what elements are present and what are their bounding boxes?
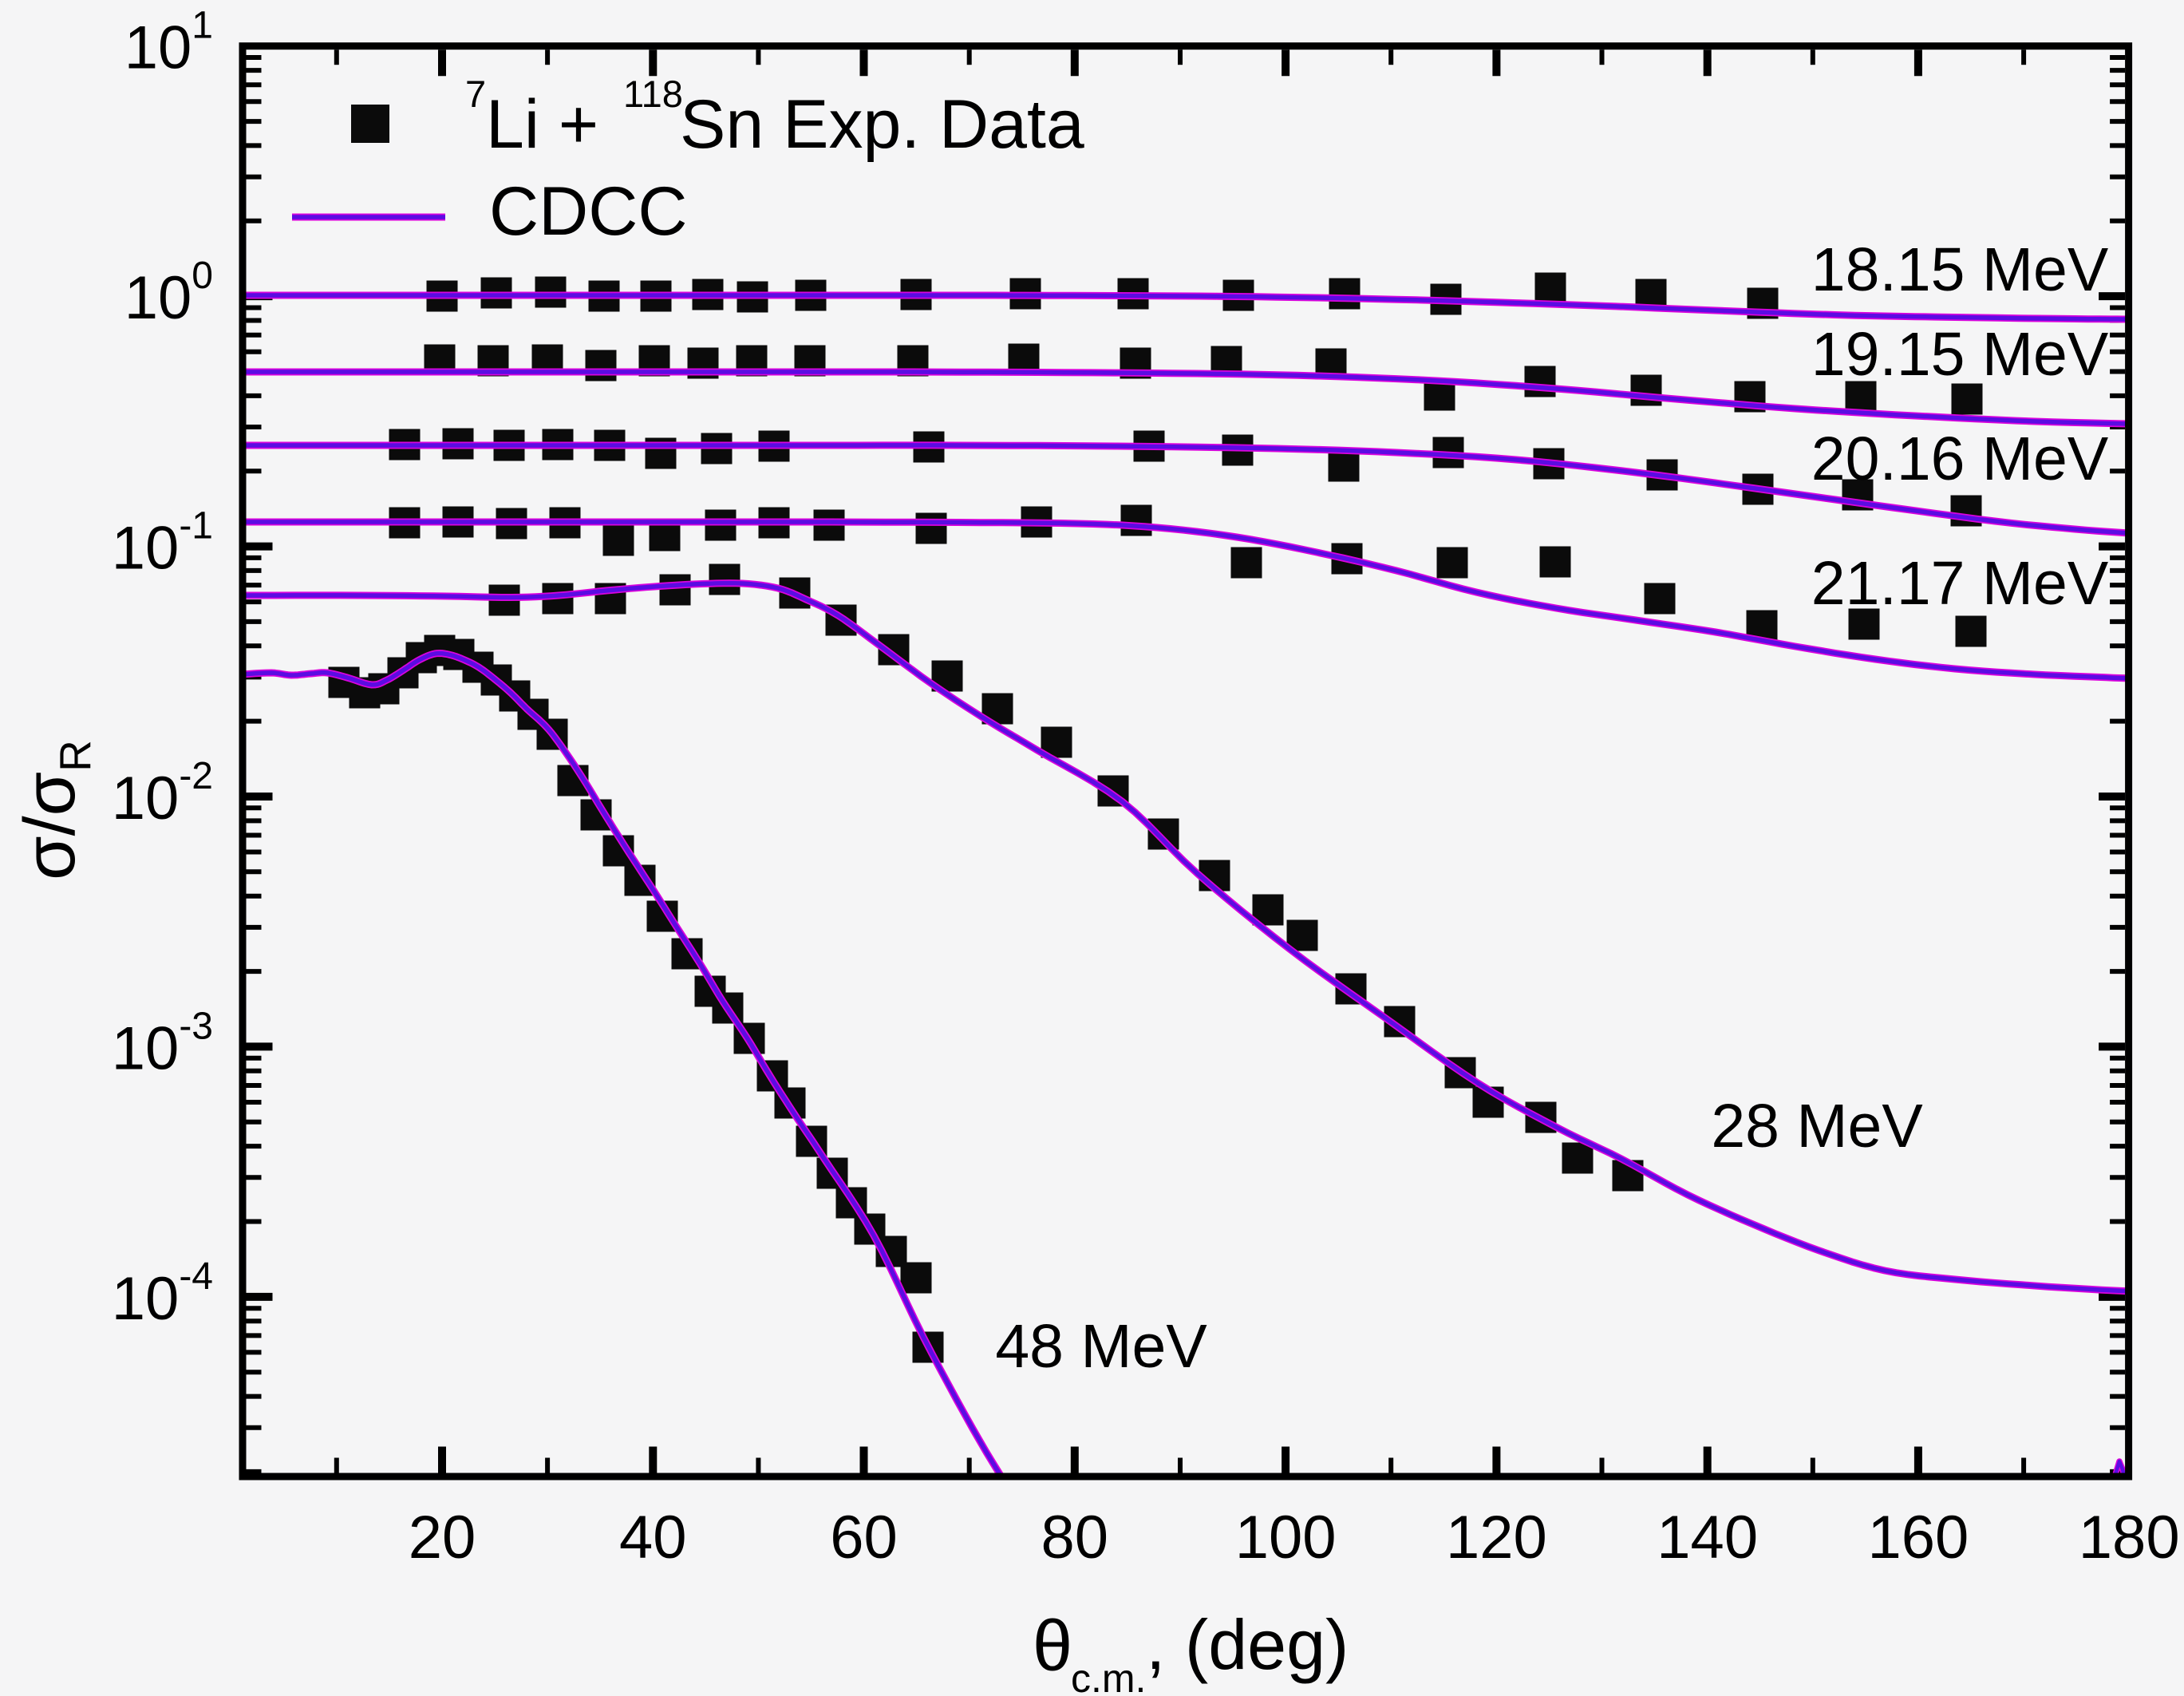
svg-text:28 MeV: 28 MeV [1711, 1092, 1923, 1160]
svg-text:18.15 MeV: 18.15 MeV [1811, 235, 2109, 304]
svg-text:20.16 MeV: 20.16 MeV [1811, 425, 2109, 493]
svg-text:10-3: 10-3 [112, 1005, 213, 1082]
svg-text:Li +: Li + [486, 86, 598, 163]
svg-text:19.15 MeV: 19.15 MeV [1811, 320, 2109, 389]
svg-text:θ: θ [1033, 1607, 1072, 1686]
svg-text:118: 118 [623, 73, 683, 115]
svg-text:40: 40 [619, 1504, 687, 1571]
svg-text:7: 7 [465, 73, 486, 115]
svg-text:160: 160 [1867, 1504, 1969, 1571]
svg-text:120: 120 [1446, 1504, 1547, 1571]
svg-text:Sn Exp. Data: Sn Exp. Data [680, 86, 1084, 163]
svg-text:180: 180 [2079, 1504, 2180, 1571]
svg-text:60: 60 [830, 1504, 898, 1571]
svg-text:48 MeV: 48 MeV [995, 1312, 1207, 1381]
svg-text:20: 20 [409, 1504, 476, 1571]
svg-text:21.17 MeV: 21.17 MeV [1811, 549, 2109, 618]
svg-text:, (deg): , (deg) [1146, 1605, 1349, 1684]
svg-text:c.m.: c.m. [1071, 1656, 1146, 1696]
svg-text:CDCC: CDCC [489, 173, 687, 250]
svg-text:140: 140 [1657, 1504, 1758, 1571]
svg-text:σ/σR: σ/σR [10, 740, 100, 880]
svg-text:100: 100 [1235, 1504, 1337, 1571]
svg-text:80: 80 [1041, 1504, 1109, 1571]
